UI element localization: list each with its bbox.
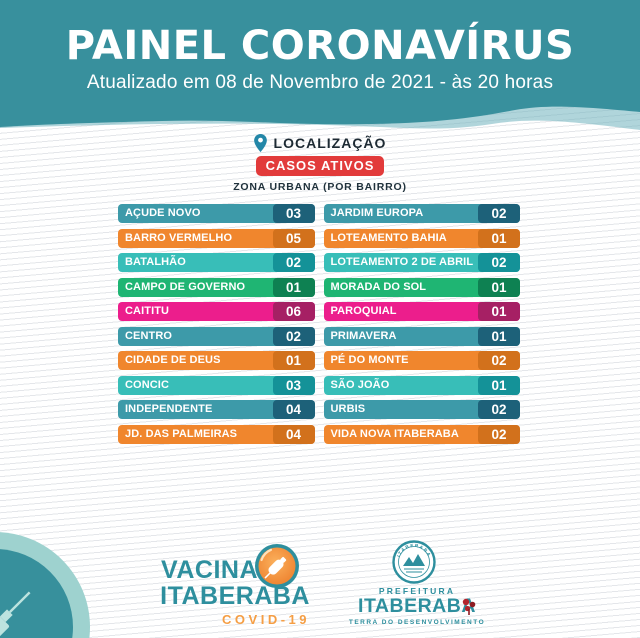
case-count: 02 [478, 204, 520, 223]
case-count: 04 [272, 400, 315, 419]
prefeitura-logo: PREFEITURA ITABERABA TERRA DO DESENVOLVI… [347, 586, 487, 626]
case-count: 03 [272, 204, 315, 223]
case-row: BATALHÃO 02 [118, 253, 315, 272]
neighborhood-name: AÇUDE NOVO [125, 207, 201, 219]
case-row: CIDADE DE DEUS 01 [118, 351, 315, 370]
neighborhood-name: BATALHÃO [125, 256, 186, 268]
vaccine-circle-icon [255, 544, 299, 588]
syringe-badge-icon [0, 532, 90, 638]
neighborhood-name: BARRO VERMELHO [125, 231, 233, 244]
case-count: 04 [272, 424, 315, 444]
case-row: BARRO VERMELHO 05 [118, 228, 315, 248]
case-row: SÃO JOÃO 01 [323, 375, 520, 395]
case-count: 02 [478, 351, 520, 370]
case-count: 02 [478, 400, 520, 419]
vacina-itaberaba-logo: VACINA ITABERABA COVID-19 [150, 557, 310, 627]
prefeitura-name: ITABERABA [358, 595, 476, 617]
location-heading: LOCALIZAÇÃO [273, 135, 387, 151]
sisal-flower-icon [462, 598, 476, 615]
case-count: 01 [478, 228, 520, 248]
case-count: 01 [478, 277, 520, 297]
neighborhood-name: PRIMAVERA [330, 329, 397, 342]
cases-column-right: JARDIM EUROPA 02 LOTEAMENTO BAHIA 01 LOT… [323, 204, 520, 444]
case-row: CONCIC 03 [118, 375, 315, 395]
cases-column-left: AÇUDE NOVO 03 BARRO VERMELHO 05 BATALHÃO… [118, 204, 315, 444]
neighborhood-name: CAITITU [125, 305, 170, 317]
neighborhood-name: CENTRO [125, 329, 173, 342]
case-count: 05 [272, 228, 315, 248]
neighborhood-name: CIDADE DE DEUS [125, 354, 221, 366]
case-row: INDEPENDENTE 04 [118, 400, 315, 419]
neighborhood-name: VIDA NOVA ITABERABA [330, 427, 459, 440]
case-count: 01 [272, 351, 315, 370]
cases-table: AÇUDE NOVO 03 BARRO VERMELHO 05 BATALHÃO… [118, 204, 520, 444]
neighborhood-name: LOTEAMENTO 2 DE ABRIL [330, 256, 474, 268]
case-count: 01 [272, 277, 315, 297]
map-pin-icon [253, 134, 267, 152]
case-count: 01 [478, 302, 520, 321]
neighborhood-name: LOTEAMENTO BAHIA [330, 231, 447, 244]
neighborhood-name: MORADA DO SOL [330, 280, 427, 293]
prefeitura-tagline: TERRA DO DESENVOLVIMENTO [348, 619, 486, 626]
zone-subheading: ZONA URBANA (POR BAIRRO) [233, 181, 407, 193]
case-count: 02 [478, 424, 520, 444]
case-row: JD. DAS PALMEIRAS 04 [118, 424, 315, 444]
case-row: LOTEAMENTO BAHIA 01 [323, 228, 520, 248]
neighborhood-name: PÉ DO MONTE [330, 354, 409, 366]
page-title: PAINEL CORONAVÍRUS [65, 23, 575, 69]
neighborhood-name: JARDIM EUROPA [330, 207, 424, 219]
case-count: 02 [272, 326, 315, 346]
neighborhood-name: PAROQUIAL [330, 305, 397, 317]
case-row: MORADA DO SOL 01 [323, 277, 520, 297]
case-row: PÉ DO MONTE 02 [323, 351, 520, 370]
neighborhood-name: SÃO JOÃO [330, 378, 390, 391]
updated-at-text: Atualizado em 08 de Novembro de 2021 - à… [86, 72, 554, 93]
case-count: 01 [478, 375, 520, 395]
case-row: CENTRO 02 [118, 326, 315, 346]
case-row: AÇUDE NOVO 03 [118, 204, 315, 223]
vacina-logo-covid19: COVID-19 [222, 612, 310, 627]
case-row: CAMPO DE GOVERNO 01 [118, 277, 315, 297]
case-count: 02 [478, 253, 520, 272]
header: PAINEL CORONAVÍRUS Atualizado em 08 de N… [0, 24, 640, 94]
case-row: CAITITU 06 [118, 302, 315, 321]
neighborhood-name: INDEPENDENTE [125, 403, 213, 415]
case-row: LOTEAMENTO 2 DE ABRIL 02 [323, 253, 520, 272]
location-section: LOCALIZAÇÃO CASOS ATIVOS ZONA URBANA (PO… [0, 134, 640, 193]
case-count: 06 [272, 302, 315, 321]
case-count: 01 [478, 326, 520, 346]
case-count: 02 [272, 253, 315, 272]
neighborhood-name: CAMPO DE GOVERNO [125, 280, 246, 293]
case-count: 03 [272, 375, 315, 395]
vacina-logo-line1: VACINA [161, 556, 258, 584]
header-wave-background [0, 0, 640, 130]
case-row: VIDA NOVA ITABERABA 02 [323, 424, 520, 444]
prefeitura-seal-icon: ITABERABA [392, 540, 436, 584]
case-row: URBIS 02 [323, 400, 520, 419]
active-cases-badge: CASOS ATIVOS [255, 156, 385, 176]
neighborhood-name: CONCIC [125, 378, 169, 391]
prefeitura-dept-label: PREFEITURA [378, 586, 456, 596]
case-row: PAROQUIAL 01 [323, 302, 520, 321]
vacina-logo-line2: ITABERABA [160, 582, 310, 610]
case-row: JARDIM EUROPA 02 [323, 204, 520, 223]
neighborhood-name: URBIS [330, 403, 366, 415]
neighborhood-name: JD. DAS PALMEIRAS [125, 427, 238, 440]
case-row: PRIMAVERA 01 [323, 326, 520, 346]
